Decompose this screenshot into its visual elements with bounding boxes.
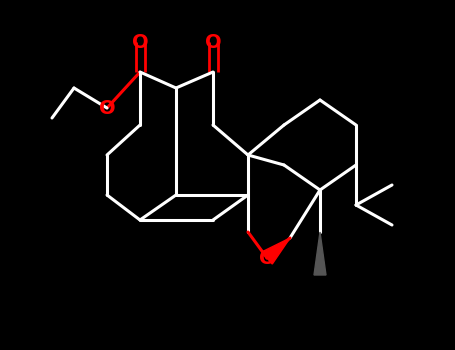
Polygon shape <box>262 238 290 264</box>
Text: O: O <box>205 33 221 51</box>
Text: O: O <box>99 98 115 118</box>
Polygon shape <box>314 232 326 275</box>
Text: O: O <box>259 248 275 267</box>
Text: O: O <box>131 33 148 51</box>
